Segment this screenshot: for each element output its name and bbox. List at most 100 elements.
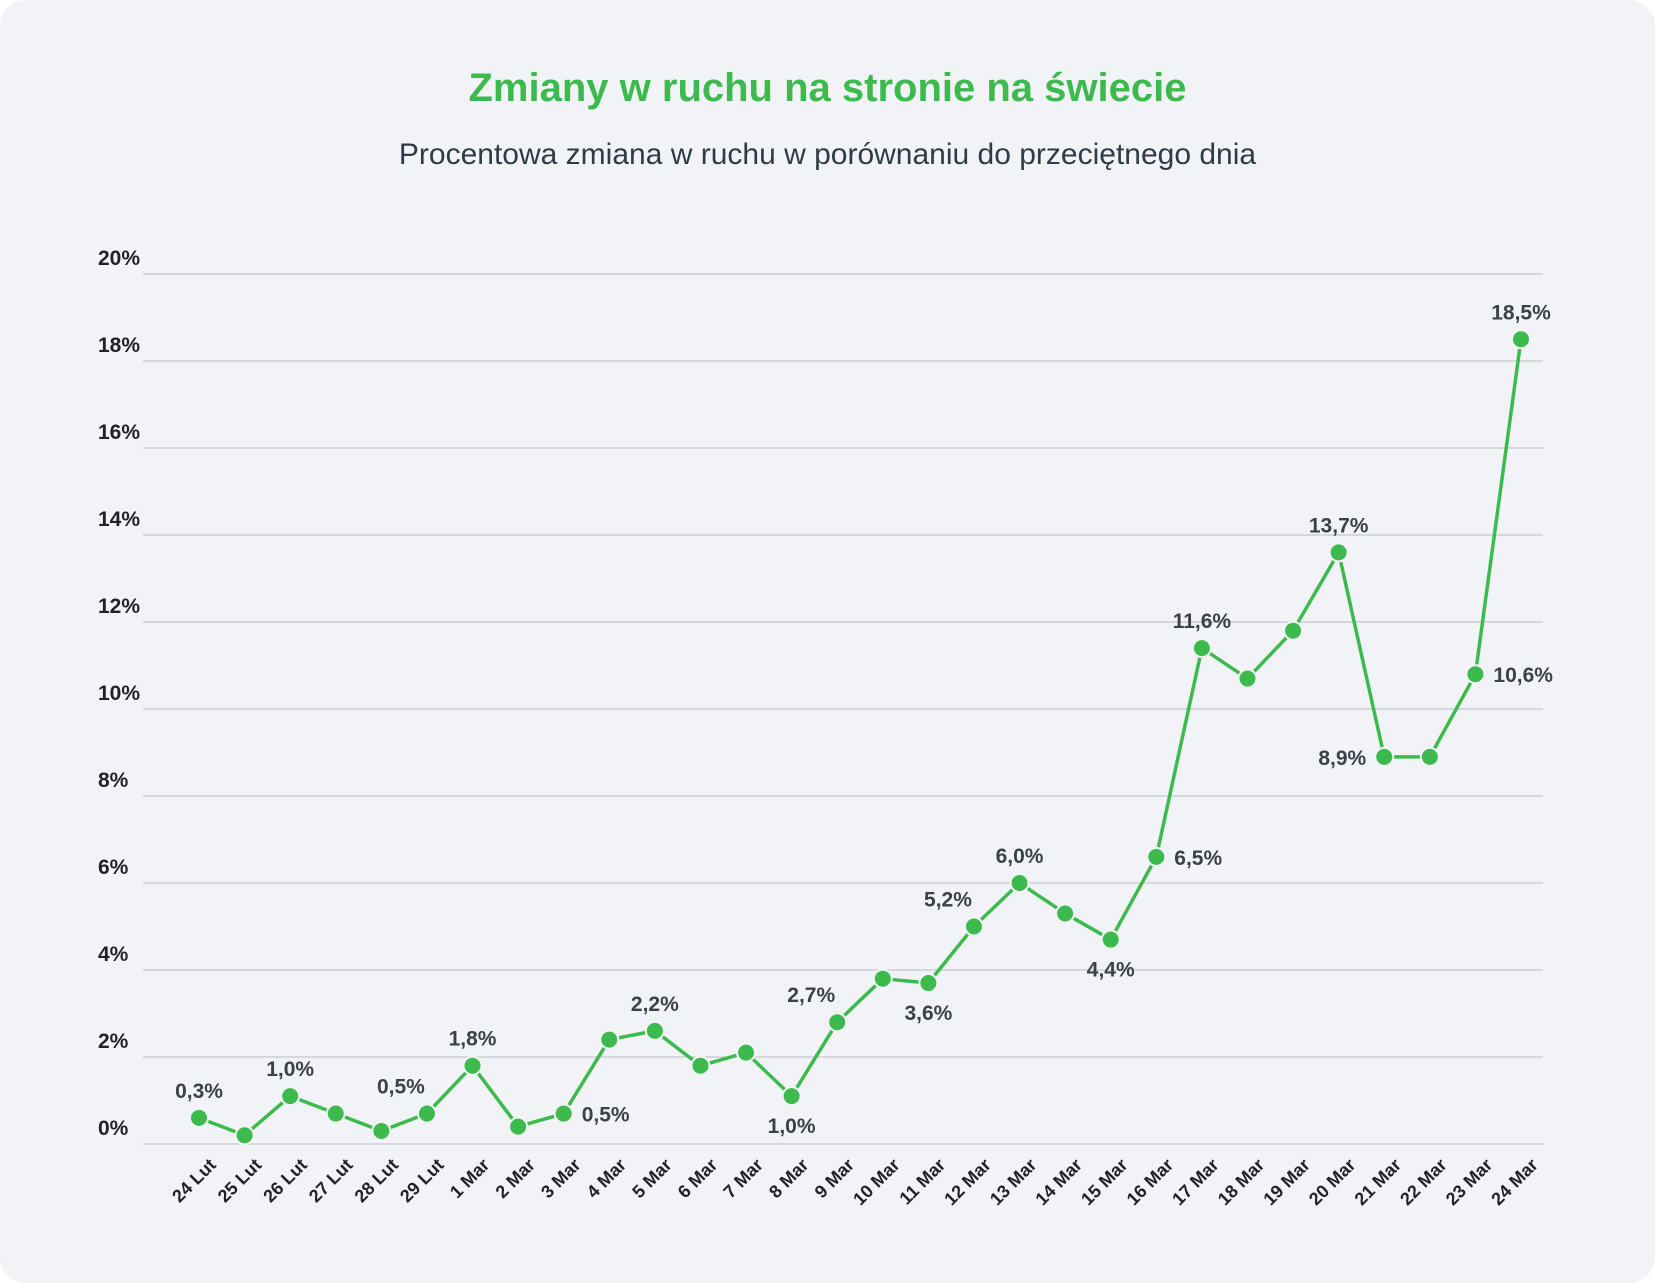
data-labels: 0,3% 1,0% 0,5% 1,8% 0,5% 2,2% 1,0% 2,7% 3,6% 5,2%… xyxy=(175,301,1553,1138)
line-segment xyxy=(561,1037,612,1116)
data-point xyxy=(1511,329,1531,350)
x-tick-label: 27 Lut xyxy=(305,1155,357,1207)
data-label: 1,0% xyxy=(266,1058,314,1081)
data-label: 8,9% xyxy=(1318,747,1366,770)
chart-title: Zmiany w ruchu na stronie na świecie xyxy=(468,66,1187,110)
data-label: 0,5% xyxy=(582,1104,630,1127)
y-tick-label: 6% xyxy=(98,856,129,879)
x-tick-label: 1 Mar xyxy=(446,1155,493,1202)
data-point xyxy=(599,1029,620,1050)
x-tick-label: 8 Mar xyxy=(765,1155,812,1202)
data-point xyxy=(1100,929,1121,950)
data-point xyxy=(1374,746,1395,767)
data-point xyxy=(963,916,984,937)
line-segment xyxy=(1473,337,1523,676)
x-tick-label: 22 Mar xyxy=(1396,1155,1450,1209)
y-tick-label: 10% xyxy=(98,682,140,705)
line-segment xyxy=(835,976,885,1024)
y-axis-tick-labels: 0% 2% 4% 6% 8% 10% 12% 14% 16% 18% 20% xyxy=(98,247,140,1140)
y-tick-label: 20% xyxy=(98,247,140,270)
data-label: 11,6% xyxy=(1173,610,1232,633)
x-tick-label: 26 Lut xyxy=(259,1155,311,1207)
x-tick-label: 11 Mar xyxy=(895,1155,949,1209)
data-point xyxy=(371,1120,392,1141)
x-tick-label: 3 Mar xyxy=(537,1155,584,1202)
x-tick-label: 16 Mar xyxy=(1123,1155,1177,1209)
data-point xyxy=(1009,873,1030,893)
y-tick-label: 8% xyxy=(98,769,129,792)
line-segment xyxy=(470,1063,520,1129)
data-points xyxy=(189,329,1531,1146)
x-tick-label: 6 Mar xyxy=(674,1155,721,1202)
x-tick-label: 15 Mar xyxy=(1077,1155,1131,1209)
data-point xyxy=(690,1055,711,1076)
y-tick-label: 18% xyxy=(98,334,140,357)
data-label: 0,3% xyxy=(175,1080,223,1103)
y-tick-label: 12% xyxy=(98,595,140,618)
x-tick-label: 4 Mar xyxy=(583,1155,630,1202)
x-tick-label: 29 Lut xyxy=(396,1155,448,1207)
data-point xyxy=(872,968,893,989)
x-tick-label: 28 Lut xyxy=(351,1155,403,1207)
data-point xyxy=(644,1020,665,1041)
data-label: 1,8% xyxy=(449,1028,497,1051)
x-tick-label: 25 Lut xyxy=(214,1155,266,1207)
data-point xyxy=(781,1086,802,1107)
line-segment xyxy=(926,924,976,985)
data-label: 6,0% xyxy=(996,845,1044,868)
data-point xyxy=(416,1103,437,1124)
data-point xyxy=(462,1055,483,1076)
data-label: 2,2% xyxy=(631,993,679,1016)
x-tick-label: 21 Mar xyxy=(1351,1155,1405,1209)
line-segment xyxy=(744,1050,794,1098)
x-tick-label: 20 Mar xyxy=(1305,1155,1359,1209)
data-point xyxy=(1283,620,1304,641)
data-label: 5,2% xyxy=(924,889,972,912)
y-tick-label: 16% xyxy=(98,421,140,444)
data-label: 2,7% xyxy=(787,984,835,1007)
data-point xyxy=(1237,668,1258,689)
data-label: 1,0% xyxy=(768,1115,816,1138)
data-point xyxy=(1191,638,1212,659)
data-label: 4,4% xyxy=(1087,959,1135,982)
data-point xyxy=(280,1086,301,1107)
x-tick-label: 19 Mar xyxy=(1259,1155,1313,1209)
data-point xyxy=(325,1103,346,1124)
line-segment xyxy=(972,881,1022,929)
line-segment xyxy=(1336,550,1386,759)
line-segment xyxy=(1108,855,1159,942)
chart-subtitle: Procentowa zmiana w ruchu w porównaniu d… xyxy=(398,138,1257,171)
line-segment xyxy=(1245,628,1295,681)
data-point xyxy=(1146,846,1167,867)
data-label: 18,5% xyxy=(1491,301,1551,324)
x-tick-label: 14 Mar xyxy=(1031,1155,1085,1209)
data-point xyxy=(1055,903,1076,924)
x-tick-label: 24 Lut xyxy=(168,1155,220,1207)
data-point xyxy=(508,1116,529,1137)
x-tick-label: 18 Mar xyxy=(1214,1155,1268,1209)
y-tick-label: 4% xyxy=(98,943,129,966)
data-point xyxy=(234,1125,255,1146)
x-tick-label: 5 Mar xyxy=(628,1155,675,1202)
data-point xyxy=(189,1107,209,1128)
line-segment xyxy=(1154,646,1204,859)
data-label: 6,5% xyxy=(1174,847,1222,870)
y-tick-label: 2% xyxy=(98,1030,129,1053)
data-label: 10,6% xyxy=(1493,664,1553,687)
data-label: 0,5% xyxy=(377,1076,425,1099)
x-tick-label: 7 Mar xyxy=(719,1155,766,1202)
x-tick-label: 23 Mar xyxy=(1442,1155,1496,1209)
y-tick-label: 14% xyxy=(98,508,140,531)
data-point xyxy=(1419,746,1440,767)
line-segment xyxy=(242,1094,292,1138)
x-tick-label: 12 Mar xyxy=(940,1155,994,1209)
gridlines xyxy=(143,273,1543,1145)
data-point xyxy=(553,1103,574,1124)
line-segment xyxy=(1428,672,1478,759)
series-line xyxy=(197,337,1523,1138)
line-segment xyxy=(1291,550,1341,633)
x-tick-label: 24 Mar xyxy=(1487,1155,1541,1209)
data-label: 3,6% xyxy=(904,1002,952,1025)
